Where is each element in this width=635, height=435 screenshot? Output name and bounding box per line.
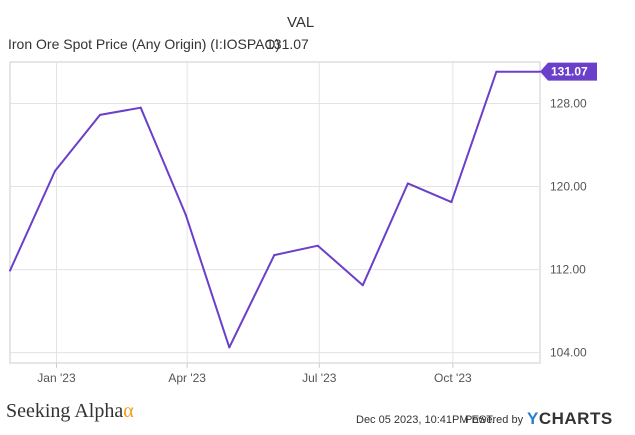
data-point <box>54 169 57 172</box>
line-chart: 104.00 112.00 120.00 128.00 Jan '23 Apr '23 Ju… <box>9 61 597 385</box>
y-tick-label: 104.00 <box>550 346 587 360</box>
data-point <box>450 201 453 204</box>
chart-timestamp: Dec 05 2023, 10:41PM EST. <box>356 414 495 426</box>
brand-name: Seeking Alpha <box>6 400 124 422</box>
x-tick-label: Oct '23 <box>434 371 472 385</box>
alpha-icon: α <box>123 400 134 422</box>
y-tick-label: 128.00 <box>550 97 587 111</box>
last-value-badge <box>540 62 597 81</box>
data-point <box>99 113 102 116</box>
series-current-value: 131.07 <box>266 36 309 52</box>
plot-frame <box>9 61 541 364</box>
y-tick-label: 120.00 <box>550 180 587 194</box>
data-point <box>361 284 364 287</box>
seeking-alpha-logo[interactable]: Seeking Alphaα <box>6 400 134 423</box>
data-point <box>9 269 11 272</box>
x-tick-label: Jan '23 <box>37 371 76 385</box>
series-line <box>9 70 540 349</box>
x-tick-label: Jul '23 <box>302 371 337 385</box>
series-name: Iron Ore Spot Price (Any Origin) (I:IOSP… <box>8 36 281 52</box>
data-point <box>406 182 409 185</box>
ycharts-logo[interactable]: YCHARTS <box>527 409 613 429</box>
data-point <box>273 254 276 257</box>
x-tick-label: Apr '23 <box>168 371 206 385</box>
data-point <box>228 346 231 349</box>
ycharts-wordmark: CHARTS <box>538 409 613 428</box>
data-point <box>139 106 142 109</box>
data-point <box>316 244 319 247</box>
data-point <box>184 213 187 216</box>
ycharts-y-mark: Y <box>527 409 539 428</box>
value-column-header: VAL <box>287 14 315 31</box>
powered-by-label: Powered by <box>465 414 524 426</box>
last-value-label: 131.07 <box>551 65 588 79</box>
data-point <box>495 70 498 73</box>
y-tick-label: 112.00 <box>550 263 586 277</box>
